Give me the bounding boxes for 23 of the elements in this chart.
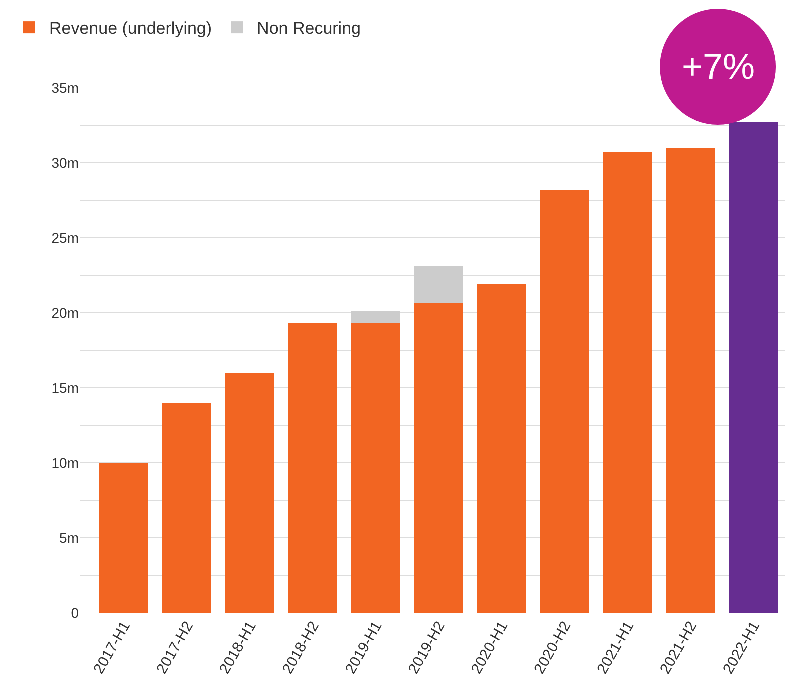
y-tick-label: 0 (71, 604, 80, 621)
bar (225, 373, 274, 613)
bar (666, 148, 716, 613)
y-tick-label: 35m (52, 80, 79, 96)
bar (100, 463, 149, 613)
legend-label: Revenue (underlying) (50, 19, 212, 38)
bar (351, 312, 400, 324)
bar (288, 324, 338, 613)
y-tick-label: 20m (52, 304, 79, 321)
bar (414, 303, 464, 613)
legend-label: Non Recuring (257, 19, 361, 38)
y-tick-label: 15m (52, 380, 79, 396)
bar (477, 284, 526, 613)
bar (540, 190, 590, 613)
bar (414, 266, 464, 304)
y-tick-label: 25m (52, 230, 79, 246)
bar (162, 403, 212, 613)
y-tick-label: 30m (52, 154, 79, 171)
y-tick-label: 10m (52, 454, 79, 471)
text: +7% (682, 46, 756, 87)
y-tick-label: 5m (60, 530, 79, 546)
bar (351, 324, 400, 613)
bar (603, 152, 652, 613)
